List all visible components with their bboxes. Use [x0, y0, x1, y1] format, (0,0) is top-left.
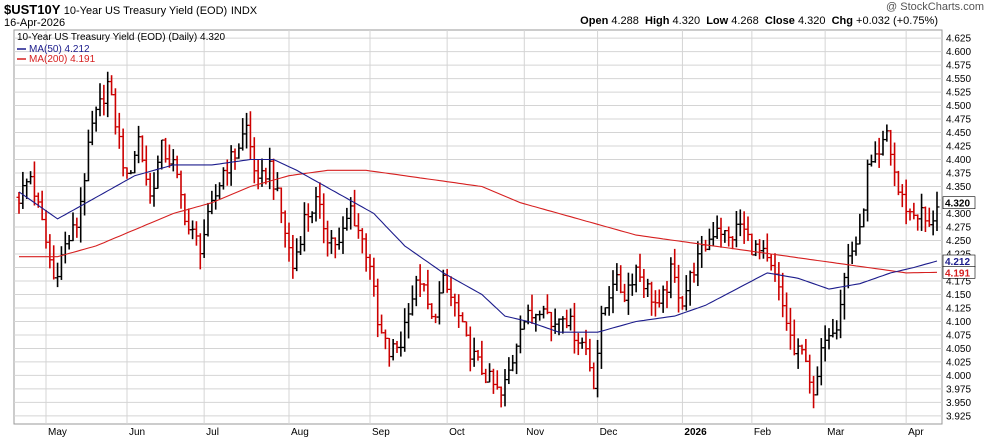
- ma200-tag-bg: [942, 266, 976, 279]
- x-tick-label: Jul: [206, 427, 219, 438]
- x-tick-label: Jun: [129, 427, 145, 438]
- y-tick-label: 3.925: [946, 411, 971, 422]
- exchange: INDX: [230, 5, 258, 17]
- chg-label: Chg: [831, 15, 853, 27]
- y-tick-label: 4.300: [946, 209, 971, 220]
- y-tick-label: 4.450: [946, 128, 971, 139]
- ma200-line: [19, 169, 938, 274]
- x-tick-label: Aug: [291, 427, 309, 438]
- open-label: Open: [580, 15, 609, 27]
- y-tick-label: 4.025: [946, 357, 971, 368]
- y-tick-label: 4.125: [946, 303, 971, 314]
- high-value: 4.320: [672, 15, 701, 27]
- y-tick-label: 4.400: [946, 155, 971, 166]
- last-date: 16-Apr-2026: [4, 17, 66, 29]
- y-tick-label: 4.625: [946, 34, 971, 45]
- x-tick-label: 2026: [684, 427, 707, 438]
- y-tick-label: 4.000: [946, 371, 971, 382]
- x-tick-label: Feb: [754, 427, 772, 438]
- legend-price: 10-Year US Treasury Yield (EOD) (Daily) …: [17, 32, 225, 43]
- y-tick-label: 4.575: [946, 61, 971, 72]
- x-tick-label: Apr: [908, 427, 924, 438]
- brand-watermark: @ StockCharts.com: [886, 1, 984, 13]
- y-tick-label: 4.275: [946, 223, 971, 234]
- y-tick-label: 4.600: [946, 47, 971, 58]
- y-tick-label: 4.425: [946, 142, 971, 153]
- legend-ma200: MA(200) 4.191: [29, 54, 96, 65]
- chart-title: $UST10Y 10-Year US Treasury Yield (EOD) …: [4, 2, 257, 17]
- y-tick-label: 4.375: [946, 169, 971, 180]
- high-label: High: [645, 15, 670, 27]
- symbol: $UST10Y: [4, 2, 61, 17]
- y-tick-label: 4.250: [946, 236, 971, 247]
- close-value: 4.320: [797, 15, 826, 27]
- ohlc-readout: Open 4.288 High 4.320 Low 4.268 Close 4.…: [580, 15, 938, 27]
- low-label: Low: [706, 15, 729, 27]
- close-tag: 4.320: [945, 199, 970, 210]
- chart-header: $UST10Y 10-Year US Treasury Yield (EOD) …: [0, 0, 990, 30]
- y-tick-label: 3.975: [946, 384, 971, 395]
- close-tag-bg: [942, 196, 976, 210]
- chg-value: +0.032 (+0.75%): [856, 15, 938, 27]
- y-tick-label: 4.550: [946, 74, 971, 85]
- x-tick-label: Mar: [827, 427, 845, 438]
- y-tick-label: 4.175: [946, 276, 971, 287]
- x-tick-label: Dec: [600, 427, 618, 438]
- close-label: Close: [764, 15, 795, 27]
- ma50-line: [18, 158, 938, 333]
- y-tick-label: 3.950: [946, 398, 971, 409]
- ma50-tag: 4.212: [945, 257, 970, 268]
- y-tick-label: 4.475: [946, 115, 971, 126]
- x-tick-label: Nov: [526, 427, 544, 438]
- y-tick-label: 4.525: [946, 88, 971, 99]
- x-tick-label: Sep: [372, 427, 390, 438]
- x-tick-label: May: [48, 427, 67, 438]
- low-value: 4.268: [731, 15, 759, 27]
- y-tick-label: 4.350: [946, 182, 971, 193]
- x-tick-label: Oct: [449, 427, 465, 438]
- y-tick-label: 4.500: [946, 101, 971, 112]
- y-tick-label: 4.100: [946, 317, 971, 328]
- y-tick-label: 4.150: [946, 290, 971, 301]
- y-tick-label: 4.050: [946, 344, 971, 355]
- symbol-description: 10-Year US Treasury Yield (EOD): [63, 5, 228, 17]
- legend-ma50: MA(50) 4.212: [29, 44, 90, 55]
- open-value: 4.288: [611, 15, 639, 27]
- ma200-tag: 4.191: [945, 268, 970, 279]
- y-tick-label: 4.075: [946, 330, 971, 341]
